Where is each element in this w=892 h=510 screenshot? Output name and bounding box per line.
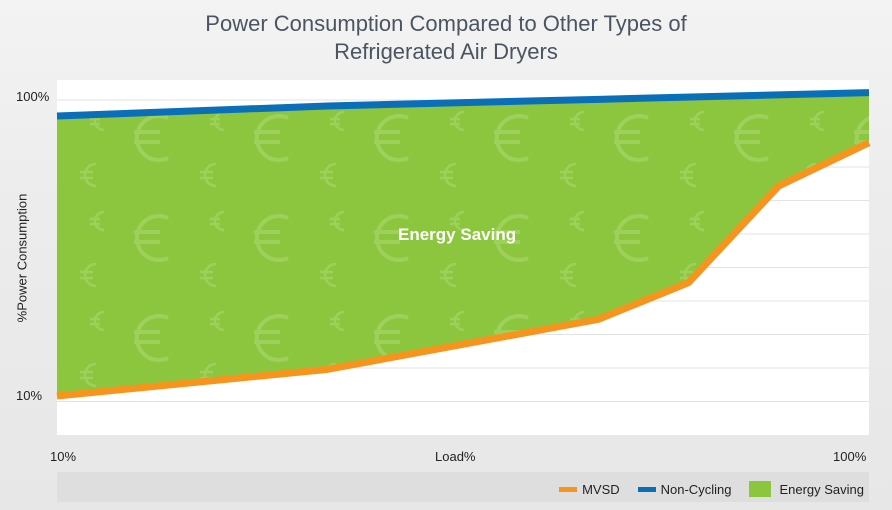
y-tick-label-100: 100% bbox=[16, 89, 50, 104]
legend-item-mvsd: MVSD bbox=[559, 482, 620, 497]
chart-title-line2: Refrigerated Air Dryers bbox=[334, 39, 558, 64]
chart-title: Power Consumption Compared to Other Type… bbox=[0, 10, 892, 66]
chart-title-line1: Power Consumption Compared to Other Type… bbox=[205, 11, 687, 36]
legend: MVSD Non-Cycling Energy Saving bbox=[541, 481, 864, 497]
series-line-mvsd bbox=[56, 139, 871, 400]
series-line-non-cycling bbox=[56, 89, 870, 120]
legend-label-energy-saving: Energy Saving bbox=[779, 481, 864, 497]
legend-swatch-mvsd bbox=[559, 486, 578, 492]
x-tick-label-100: 100% bbox=[833, 449, 867, 464]
legend-label-non-cycling: Non-Cycling bbox=[660, 481, 732, 497]
series-lines-layer bbox=[56, 89, 871, 400]
legend-label-mvsd: MVSD bbox=[582, 481, 620, 497]
legend-swatch-non-cycling bbox=[637, 486, 656, 492]
legend-background bbox=[57, 472, 869, 502]
y-tick-label-10: 10% bbox=[16, 388, 43, 403]
legend-item-energy-saving: Energy Saving bbox=[749, 481, 864, 497]
energy-saving-annotation: Energy Saving bbox=[398, 225, 517, 244]
y-axis-label: %Power Consumption bbox=[14, 193, 30, 323]
legend-swatch-energy-saving bbox=[749, 481, 772, 497]
legend-item-non-cycling: Non-Cycling bbox=[637, 481, 732, 497]
x-tick-label-10: 10% bbox=[50, 449, 77, 464]
x-axis-label: Load% bbox=[435, 449, 476, 464]
energy-saving-area-layer bbox=[57, 92, 869, 397]
euro-icon-pattern bbox=[57, 92, 869, 397]
